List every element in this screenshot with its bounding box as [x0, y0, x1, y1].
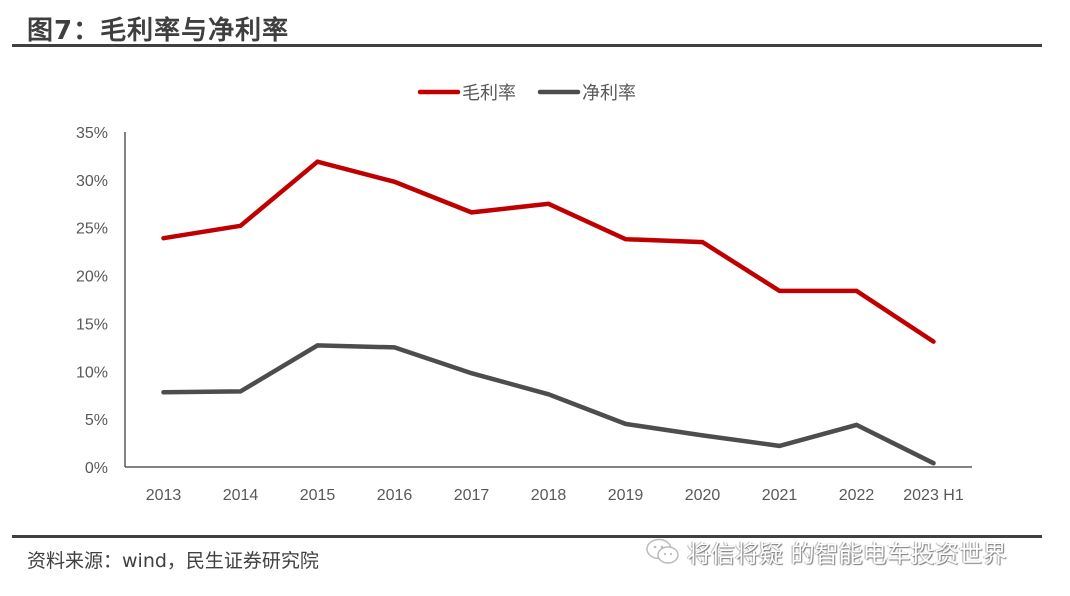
y-tick-label: 35% [76, 125, 108, 142]
x-tick-label: 2014 [223, 487, 259, 504]
y-tick-label: 20% [76, 269, 108, 286]
source-divider [12, 535, 1042, 538]
watermark-text: 将信将疑 的智能电车投资世界 [687, 540, 1007, 568]
title-divider [12, 44, 1042, 47]
x-tick-label: 2016 [377, 487, 413, 504]
x-tick-label: 2018 [531, 487, 567, 504]
y-tick-label: 15% [76, 316, 108, 333]
x-axis: 2013 2014 2015 2016 2017 2018 2019 2020 2021 2022… [125, 466, 972, 504]
legend-label: 净利率 [582, 83, 636, 104]
y-tick-label: 0% [85, 460, 108, 477]
legend: 毛利率 净利率 [417, 83, 636, 104]
y-tick-label: 10% [76, 364, 108, 381]
y-tick-label: 25% [76, 221, 108, 238]
x-tick-label: 2022 [839, 487, 875, 504]
x-tick-label: 2020 [685, 487, 721, 504]
series-line-net-margin [161, 343, 936, 466]
x-tick-label: 2017 [454, 487, 490, 504]
series-line-gross-margin [161, 159, 936, 344]
y-tick-label: 5% [85, 412, 108, 429]
y-axis: 0% 5% 10% 15% 20% 25% 30% 35% [76, 125, 126, 477]
x-tick-label: 2023 H1 [903, 487, 964, 504]
x-tick-label: 2019 [608, 487, 644, 504]
source-note: 资料来源：wind，民生证券研究院 [27, 550, 319, 572]
figure-title: 图7：毛利率与净利率 [27, 16, 290, 46]
x-tick-label: 2013 [146, 487, 182, 504]
legend-label: 毛利率 [462, 83, 516, 104]
line-chart: 毛利率 净利率 0%5%10%15%20%25%30%35% 2013 2014 20… [76, 83, 972, 504]
x-tick-label: 2015 [300, 487, 336, 504]
wechat-icon [646, 538, 679, 564]
series-group [161, 159, 936, 466]
y-tick-label: 30% [76, 173, 108, 190]
x-tick-label: 2021 [762, 487, 798, 504]
watermark: 将信将疑 的智能电车投资世界 [645, 534, 1007, 569]
